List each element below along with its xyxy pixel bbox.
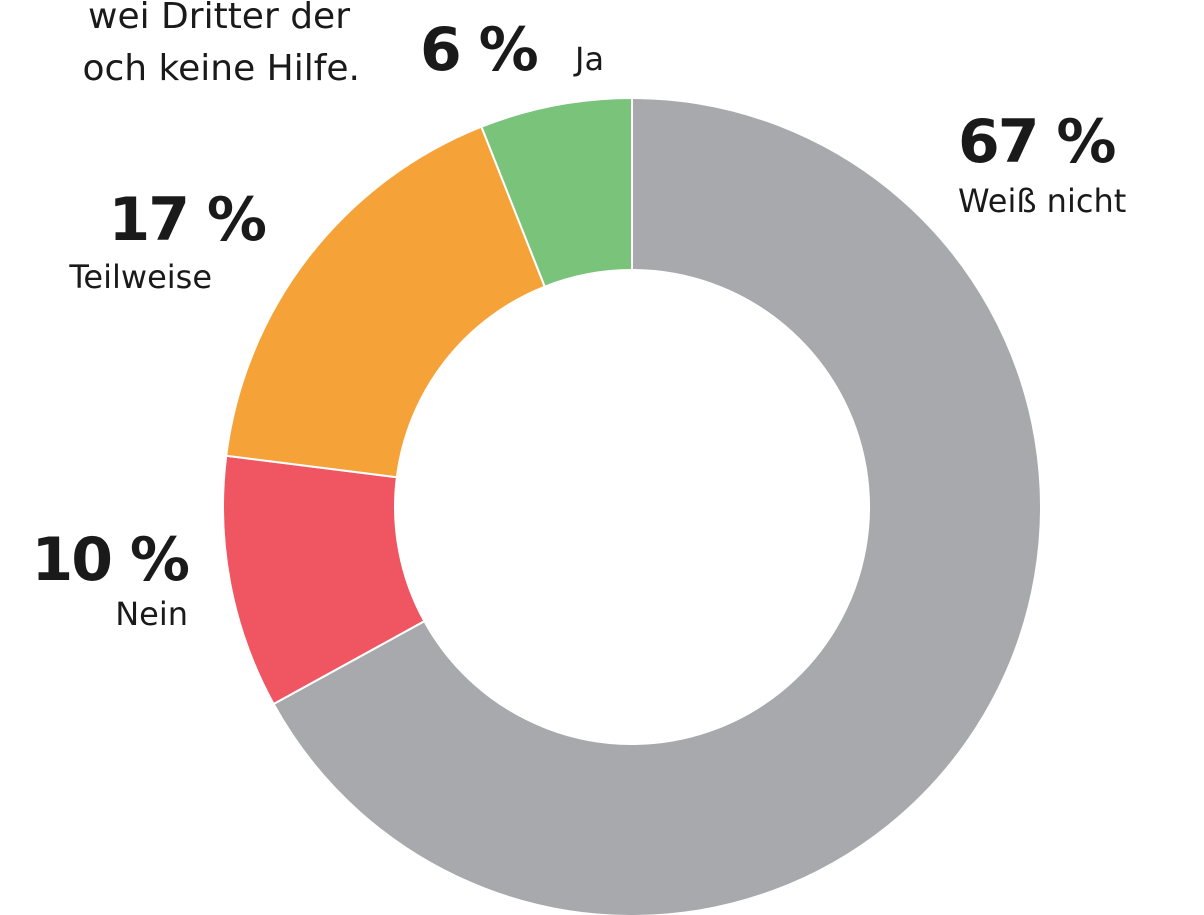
donut-segment: [480, 96, 633, 288]
value-label: 67 %: [958, 107, 1115, 177]
value-label: 17 %: [108, 185, 265, 255]
value-label: 6 %: [420, 15, 538, 85]
value-label: 10 %: [31, 525, 188, 595]
donut-segment: [272, 96, 1042, 915]
category-label: Weiß nicht: [958, 182, 1126, 220]
category-label: Ja: [573, 40, 604, 78]
category-label: Teilweise: [68, 258, 212, 296]
title-line: wei Dritter der: [88, 0, 350, 37]
title-line: och keine Hilfe.: [82, 48, 360, 89]
donut-segment: [225, 125, 547, 479]
category-label: Nein: [115, 595, 188, 633]
